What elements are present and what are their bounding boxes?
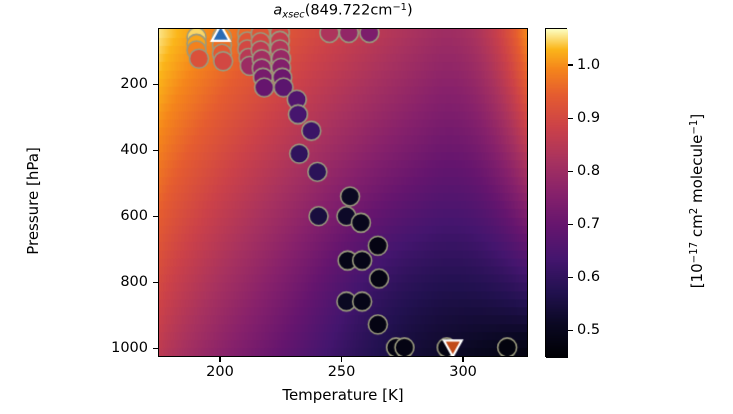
colorbar-tick-label-0.9: 0.9 — [577, 110, 601, 127]
y-tick-label-800: 800 — [120, 274, 148, 291]
cbar-label-close: ] — [688, 113, 706, 120]
y-tick-400 — [153, 149, 158, 151]
y-tick-1000 — [153, 347, 158, 350]
y-tick-label-200: 200 — [120, 76, 148, 93]
colorbar-tick-label-0.7: 0.7 — [577, 216, 601, 233]
y-tick-label-600: 600 — [120, 208, 148, 225]
y-tick-600 — [153, 215, 158, 217]
cbar-label-sup2: 2 — [689, 207, 701, 215]
colorbar-title: [10−17 cm2 molecule−1] — [688, 66, 706, 336]
plot-title: axsec(849.722cm−1) — [158, 2, 528, 20]
y-tick-label-1000: 1000 — [111, 340, 148, 357]
cbar-label-pre: [10 — [688, 263, 706, 289]
title-exponent: −1 — [392, 2, 407, 13]
colorbar-tick-0.9 — [568, 117, 573, 119]
plot-axes — [158, 28, 528, 357]
x-tick-250 — [340, 357, 343, 362]
colorbar-tick-0.7 — [568, 223, 573, 225]
cbar-label-unit: molecule — [688, 134, 706, 208]
y-tick-label-400: 400 — [120, 142, 148, 159]
x-axis-title: Temperature [K] — [282, 386, 404, 404]
colorbar-gradient — [546, 29, 568, 358]
title-paren-close: ) — [406, 2, 413, 19]
y-axis-title: Pressure [hPa] — [24, 147, 42, 255]
title-symbol: a — [273, 2, 283, 19]
y-tick-800 — [153, 281, 158, 283]
colorbar-tick-label-0.6: 0.6 — [577, 269, 601, 286]
title-paren-open: ( — [304, 2, 311, 19]
colorbar-tick-0.8 — [568, 170, 573, 172]
x-tick-label-300: 300 — [449, 364, 477, 380]
cbar-label-exp: −17 — [689, 241, 701, 264]
colorbar-tick-0.5 — [568, 329, 573, 332]
scatter-markers — [159, 29, 527, 356]
x-tick-300 — [462, 357, 464, 362]
y-tick-200 — [153, 83, 158, 85]
x-tick-label-200: 200 — [206, 364, 234, 380]
colorbar-tick-label-0.5: 0.5 — [577, 322, 601, 339]
title-subscript: xsec — [282, 9, 305, 21]
x-tick-200 — [219, 357, 221, 362]
colorbar-tick-1.0 — [568, 64, 573, 66]
cbar-label-mid: cm — [688, 214, 706, 242]
colorbar-tick-label-0.8: 0.8 — [577, 163, 601, 180]
colorbar — [545, 28, 568, 358]
colorbar-tick-0.6 — [568, 276, 573, 279]
colorbar-tick-label-1.0: 1.0 — [577, 57, 601, 74]
x-tick-label-250: 250 — [327, 364, 356, 380]
cbar-label-exp2: −1 — [689, 119, 701, 135]
title-wavenumber: 849.722cm — [310, 2, 393, 19]
